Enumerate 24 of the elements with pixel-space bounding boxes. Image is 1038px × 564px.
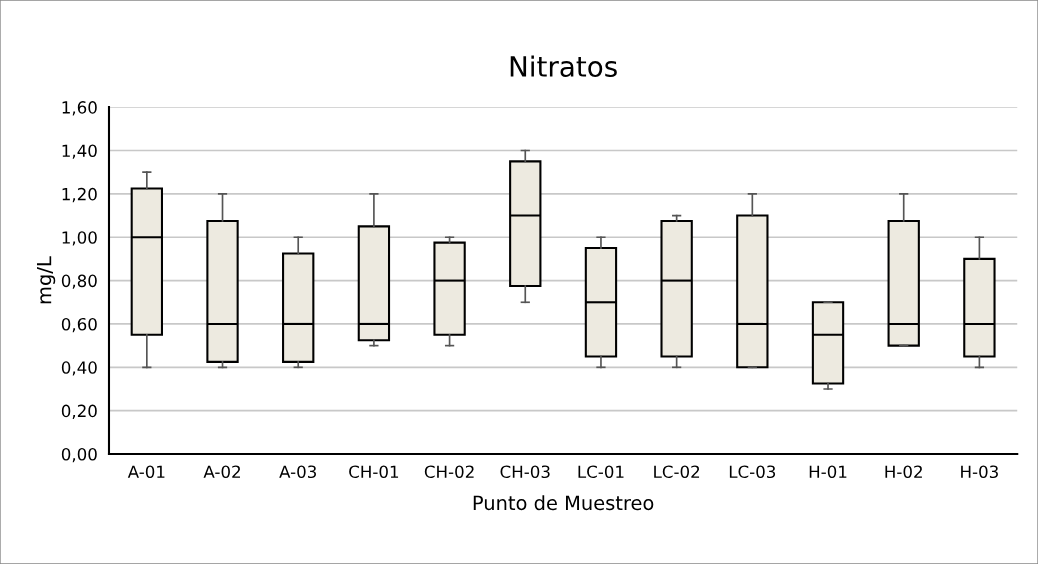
x-tick-label: LC-02	[654, 465, 700, 479]
y-tick-label: 0,20	[61, 404, 97, 419]
x-tick-label: CH-02	[424, 465, 474, 479]
y-tick-label: 1,60	[62, 101, 97, 116]
x-axis-title: Punto de Muestreo	[473, 495, 654, 511]
x-tick-label: H-01	[809, 465, 847, 479]
y-tick-label: 0,00	[61, 447, 97, 463]
x-tick-label: H-03	[961, 465, 998, 479]
y-tick-label: 1,40	[62, 144, 97, 159]
chart-title: Nitratos	[510, 55, 617, 77]
x-tick-label: A-01	[127, 465, 165, 479]
y-tick-label: 1,00	[62, 231, 97, 246]
x-tick-label: CH-03	[500, 465, 550, 479]
y-tick-label: 0,40	[61, 361, 97, 376]
x-tick-label: LC-01	[578, 465, 624, 479]
x-tick-label: A-03	[279, 465, 316, 479]
x-tick-label: H-02	[885, 465, 922, 479]
x-tick-label: CH-01	[349, 465, 399, 479]
y-tick-label: 1,20	[62, 187, 97, 203]
x-tick-label: LC-03	[729, 465, 776, 479]
y-tick-label: 0,80	[61, 274, 97, 289]
y-tick-label: 0,60	[61, 317, 97, 333]
x-tick-label: A-02	[203, 465, 240, 479]
y-axis-title: mg/L	[36, 256, 56, 304]
